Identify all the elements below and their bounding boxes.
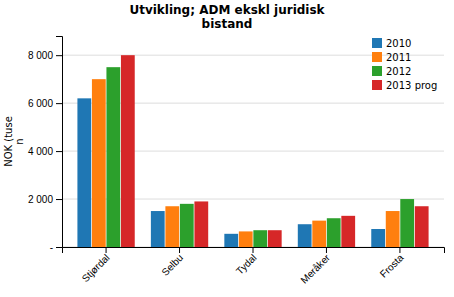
- legend-label: 2013 prog: [386, 80, 437, 91]
- legend-item: 2013 prog: [372, 80, 437, 91]
- x-tick-mark: [253, 247, 254, 253]
- bar: [224, 234, 238, 247]
- bar: [121, 55, 135, 247]
- legend-item: 2010: [372, 38, 411, 49]
- bar: [180, 204, 194, 247]
- x-tick-label: Tydal: [234, 252, 259, 277]
- legend-label: 2012: [386, 66, 411, 77]
- y-tick-mark: [56, 247, 62, 248]
- bar: [371, 229, 385, 247]
- plot: - 2 000 4 000 6 000 8 000 Stjørdal Selbu Tydal M…: [28, 37, 445, 286]
- legend-swatch: [372, 38, 382, 48]
- x-tick: Selbu: [159, 247, 185, 278]
- axis-line: [63, 248, 445, 254]
- bar: [341, 216, 355, 247]
- bar: [77, 98, 91, 247]
- y-tick: 8 000: [28, 50, 62, 61]
- axis-line: [56, 37, 63, 248]
- legend-label: 2011: [386, 52, 411, 63]
- y-axis-title-line: n: [14, 138, 25, 144]
- x-tick-label: Frosta: [378, 252, 406, 280]
- y-tick-mark: [56, 199, 62, 200]
- bar: [253, 230, 267, 247]
- y-axis-title-line: NOK (tuse: [3, 116, 14, 167]
- bar: [165, 206, 179, 247]
- x-tick: Tydal: [234, 247, 259, 277]
- y-tick-label: 6 000: [28, 98, 53, 109]
- bar: [239, 231, 253, 247]
- x-tick: Stjørdal: [80, 247, 112, 284]
- y-tick: 4 000: [28, 146, 62, 157]
- bar: [400, 199, 414, 247]
- bar: [327, 218, 341, 247]
- legend-label: 2010: [386, 38, 411, 49]
- x-tick-mark: [106, 247, 107, 253]
- y-axis: - 2 000 4 000 6 000 8 000: [28, 37, 63, 253]
- title-line: bistand: [202, 17, 253, 31]
- x-tick-mark: [326, 247, 327, 253]
- bar: [151, 211, 165, 247]
- series: [92, 79, 400, 247]
- legend-swatch: [372, 80, 382, 90]
- bar: [312, 221, 326, 247]
- x-axis: Stjørdal Selbu Tydal Meråker Frosta: [63, 247, 445, 286]
- x-tick-label: Selbu: [159, 252, 185, 278]
- series: [121, 55, 429, 247]
- x-tick-mark: [179, 247, 180, 253]
- y-tick-mark: [56, 103, 62, 104]
- legend: 2010 2011 2012 2013 prog: [372, 38, 437, 91]
- series: [106, 67, 414, 247]
- x-tick: Frosta: [378, 247, 406, 280]
- y-tick-label: 2 000: [28, 194, 53, 205]
- y-tick-mark: [56, 151, 62, 152]
- legend-item: 2011: [372, 52, 411, 63]
- title-line: Utvikling; ADM ekskl juridisk: [129, 3, 325, 17]
- bar: [268, 230, 282, 247]
- y-tick-label: 8 000: [28, 50, 53, 61]
- y-tick-label: -: [50, 242, 53, 253]
- x-tick: Meråker: [298, 247, 332, 286]
- y-tick: 6 000: [28, 98, 62, 109]
- y-tick-label: 4 000: [28, 146, 53, 157]
- bar: [415, 206, 429, 247]
- bar: [106, 67, 120, 247]
- y-tick-mark: [56, 55, 62, 56]
- y-tick: -: [50, 242, 62, 253]
- x-tick-label: Stjørdal: [80, 252, 112, 284]
- bar: [194, 201, 208, 247]
- chart: Utvikling; ADM ekskl juridiskbistand - 2 0…: [0, 0, 454, 297]
- y-axis-title: NOK (tusen: [3, 116, 25, 167]
- legend-item: 2012: [372, 66, 411, 77]
- bar: [386, 211, 400, 247]
- x-tick-mark: [399, 247, 400, 253]
- bars: [77, 55, 428, 247]
- grid: [62, 55, 444, 247]
- bar: [92, 79, 106, 247]
- x-tick-label: Meråker: [298, 251, 332, 285]
- title: Utvikling; ADM ekskl juridiskbistand: [129, 3, 325, 31]
- y-tick: 2 000: [28, 194, 62, 205]
- bar: [298, 224, 312, 247]
- legend-swatch: [372, 52, 382, 62]
- legend-swatch: [372, 66, 382, 76]
